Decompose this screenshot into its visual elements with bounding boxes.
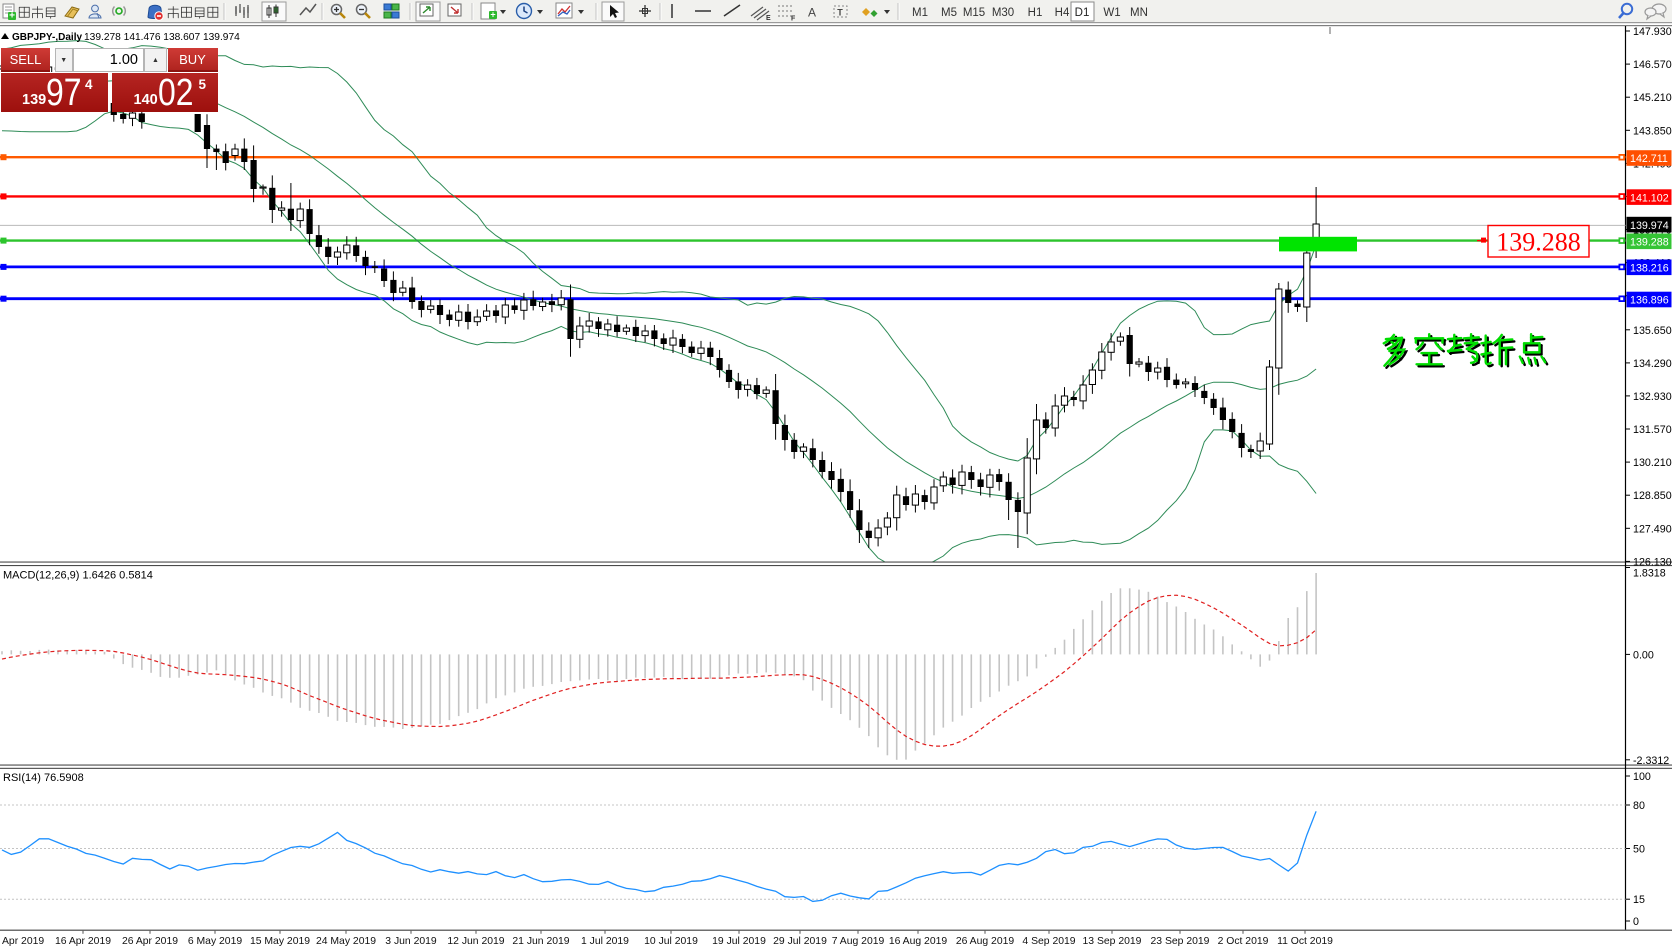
svg-text:Apr 2019: Apr 2019: [2, 936, 44, 947]
svg-text:127.490: 127.490: [1633, 523, 1672, 535]
svg-text:24 May 2019: 24 May 2019: [316, 936, 376, 947]
svg-text:143.850: 143.850: [1633, 125, 1672, 137]
svg-text:-2.3312: -2.3312: [1633, 755, 1669, 767]
svg-text:2 Oct 2019: 2 Oct 2019: [1218, 936, 1269, 947]
svg-text:128.850: 128.850: [1633, 490, 1672, 502]
svg-text:145.210: 145.210: [1633, 92, 1672, 104]
svg-text:139.288: 139.288: [1630, 237, 1669, 249]
svg-text:+: +: [9, 11, 15, 22]
svg-text:23 Sep 2019: 23 Sep 2019: [1151, 936, 1210, 947]
svg-text:147.930: 147.930: [1633, 26, 1672, 38]
svg-text:15 May 2019: 15 May 2019: [250, 936, 310, 947]
svg-text:4 Sep 2019: 4 Sep 2019: [1022, 936, 1075, 947]
svg-text:D1: D1: [1075, 7, 1090, 19]
svg-text:M30: M30: [992, 7, 1014, 19]
svg-text:100: 100: [1633, 771, 1651, 783]
svg-text:RSI(14) 76.5908: RSI(14) 76.5908: [3, 772, 84, 784]
svg-text:F: F: [791, 16, 796, 23]
svg-text:134.290: 134.290: [1633, 358, 1672, 370]
svg-text:A: A: [808, 6, 816, 20]
svg-text:3 Jun 2019: 3 Jun 2019: [385, 936, 437, 947]
svg-text:139.288: 139.288: [1496, 228, 1581, 257]
svg-text:E: E: [766, 15, 771, 22]
svg-text:MN: MN: [1130, 7, 1148, 19]
svg-text:+: +: [490, 10, 495, 20]
svg-text:19 Jul 2019: 19 Jul 2019: [712, 936, 766, 947]
svg-text:W1: W1: [1103, 7, 1120, 19]
svg-text:132.930: 132.930: [1633, 391, 1672, 403]
svg-text:10 Jul 2019: 10 Jul 2019: [644, 936, 698, 947]
svg-text:142.711: 142.711: [1630, 153, 1668, 165]
svg-text:80: 80: [1633, 800, 1645, 812]
svg-text:15: 15: [1633, 894, 1645, 906]
svg-text:126.130: 126.130: [1633, 556, 1672, 568]
svg-text:138.216: 138.216: [1630, 263, 1669, 275]
svg-text:26 Aug 2019: 26 Aug 2019: [956, 936, 1015, 947]
svg-text:7 Aug 2019: 7 Aug 2019: [832, 936, 885, 947]
svg-text:16 Apr 2019: 16 Apr 2019: [55, 936, 111, 947]
svg-text:26 Apr 2019: 26 Apr 2019: [122, 936, 178, 947]
svg-text:M1: M1: [912, 7, 928, 19]
svg-text:50: 50: [1633, 844, 1645, 856]
svg-text:MACD(12,26,9) 1.6426 0.5814: MACD(12,26,9) 1.6426 0.5814: [3, 570, 153, 582]
svg-text:H1: H1: [1028, 7, 1043, 19]
svg-text:139.974: 139.974: [1630, 220, 1669, 232]
svg-text:141.102: 141.102: [1630, 192, 1669, 204]
svg-text:T: T: [837, 8, 843, 18]
svg-text:M15: M15: [963, 7, 985, 19]
svg-text:16 Aug 2019: 16 Aug 2019: [889, 936, 948, 947]
svg-text:135.650: 135.650: [1633, 325, 1672, 337]
svg-text:139.278 141.476 138.607 139.97: 139.278 141.476 138.607 139.974: [84, 32, 240, 43]
svg-text:11 Oct 2019: 11 Oct 2019: [1277, 936, 1333, 947]
svg-text:21 Jun 2019: 21 Jun 2019: [512, 936, 569, 947]
svg-text:130.210: 130.210: [1633, 457, 1672, 469]
svg-text:GBPJPY-,Daily: GBPJPY-,Daily: [12, 32, 82, 43]
svg-text:131.570: 131.570: [1633, 424, 1672, 436]
svg-text:0.00: 0.00: [1633, 649, 1654, 661]
svg-text:1 Jul 2019: 1 Jul 2019: [581, 936, 629, 947]
svg-text:6 May 2019: 6 May 2019: [188, 936, 243, 947]
svg-text:1.8318: 1.8318: [1633, 568, 1666, 580]
svg-text:146.570: 146.570: [1633, 59, 1672, 71]
svg-text:13 Sep 2019: 13 Sep 2019: [1083, 936, 1142, 947]
svg-text:136.896: 136.896: [1630, 295, 1669, 307]
svg-text:12 Jun 2019: 12 Jun 2019: [447, 936, 504, 947]
svg-text:0: 0: [1633, 916, 1639, 928]
svg-text:M5: M5: [941, 7, 957, 19]
svg-text:29 Jul 2019: 29 Jul 2019: [773, 936, 827, 947]
svg-text:H4: H4: [1055, 7, 1070, 19]
